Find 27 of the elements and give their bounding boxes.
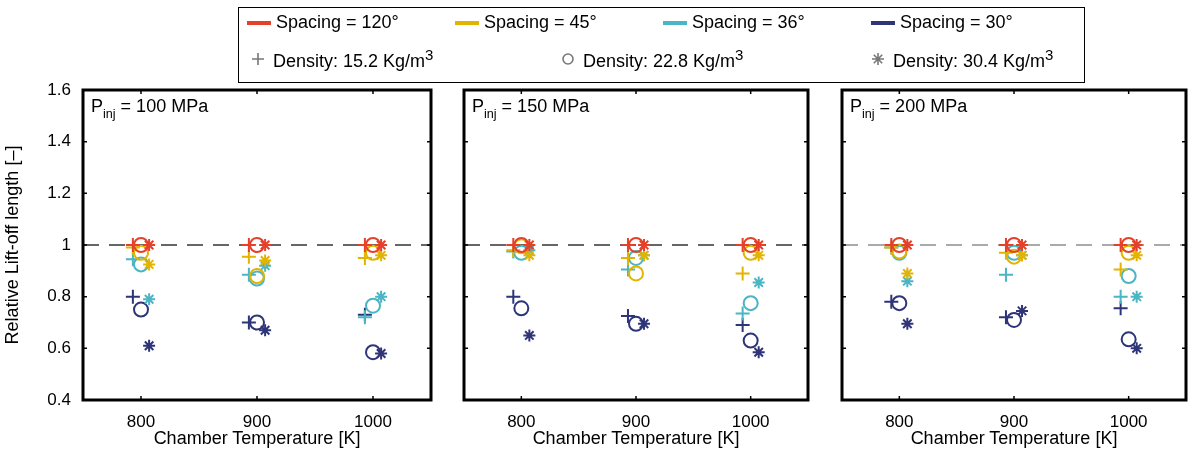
y-axis-title: Relative Lift-off length [–]	[1, 145, 22, 345]
legend-label: Spacing = 120°	[276, 12, 399, 33]
legend-label: Spacing = 45°	[484, 12, 597, 33]
x-tick-label: 900	[242, 411, 272, 431]
x-tick-label: 800	[126, 411, 156, 431]
y-tick-label: 1.4	[47, 131, 71, 151]
legend-label: Spacing = 30°	[900, 12, 1013, 33]
legend-label: Spacing = 36°	[692, 12, 805, 33]
x-tick-label: 900	[621, 411, 651, 431]
text: Density: 15.2 Kg/m$^{3}$	[273, 46, 434, 72]
x-tick-label: 1000	[354, 411, 392, 431]
text: Density: 30.4 Kg/m$^{3}$	[893, 46, 1054, 72]
y-tick-label: 0.8	[47, 286, 71, 306]
x-tick-label: 800	[507, 411, 536, 431]
x-axis-title: Chamber Temperature [K]	[910, 428, 1118, 449]
y-tick-label: 1.6	[47, 79, 71, 99]
x-axis-title: Chamber Temperature [K]	[532, 428, 740, 449]
x-tick-label: 1000	[1109, 411, 1148, 431]
x-axis-title: Chamber Temperature [K]	[153, 428, 361, 449]
x-tick-label: 1000	[731, 411, 770, 431]
x-tick-label: 800	[885, 411, 914, 431]
y-tick-label: 1.2	[47, 183, 71, 203]
y-tick-label: 0.6	[47, 338, 71, 358]
text: Density: 22.8 Kg/m$^{3}$	[583, 46, 744, 72]
y-tick-label: 0.4	[47, 389, 71, 409]
x-tick-label: 900	[999, 411, 1029, 431]
y-tick-label: 1	[61, 234, 71, 254]
